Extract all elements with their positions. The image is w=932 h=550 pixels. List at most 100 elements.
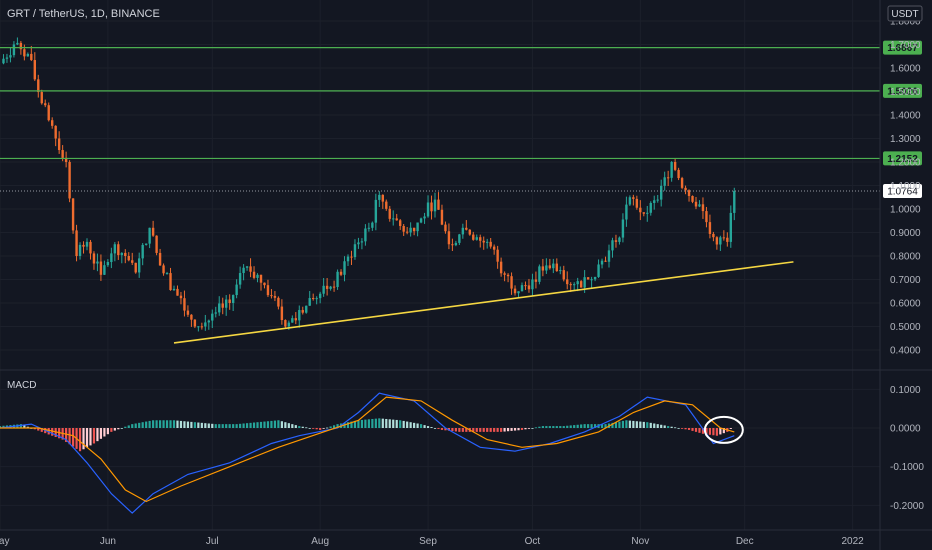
candle-body — [117, 244, 120, 256]
macd-histogram-bar — [214, 424, 217, 428]
candle-body — [357, 242, 360, 245]
macd-histogram-bar — [562, 426, 565, 428]
macd-histogram-bar — [559, 426, 562, 428]
candle-body — [698, 204, 701, 207]
y-tick-label: 0.7000 — [890, 275, 921, 286]
macd-histogram-bar — [520, 428, 524, 430]
candle-body — [496, 249, 499, 262]
macd-histogram-bar — [642, 421, 645, 428]
macd-histogram-bar — [531, 428, 534, 429]
y-tick-label: 1.7000 — [890, 40, 921, 51]
candle-body — [9, 55, 12, 58]
candle-body — [235, 284, 238, 296]
candle-body — [179, 295, 183, 299]
candle-body — [364, 228, 367, 242]
macd-histogram-bar — [656, 424, 659, 428]
macd-histogram-bar — [482, 428, 485, 432]
candle-body — [451, 244, 454, 246]
annotation-circle — [703, 415, 744, 444]
candle-body — [336, 271, 339, 288]
macd-histogram-bar — [566, 425, 569, 428]
macd-histogram-bar — [580, 424, 583, 428]
candle-body — [151, 227, 155, 236]
candle-body — [245, 266, 249, 268]
macd-histogram-bar — [96, 428, 99, 442]
macd-histogram-bar — [319, 428, 322, 430]
macd-histogram-bar — [148, 420, 151, 428]
macd-histogram-bar — [395, 419, 398, 428]
macd-histogram-bar — [51, 428, 54, 436]
candle-body — [325, 285, 329, 289]
candle-body — [691, 195, 694, 202]
currency-badge[interactable] — [887, 5, 923, 22]
candle-body — [183, 298, 186, 311]
macd-histogram-bar — [541, 426, 544, 428]
candle-body — [614, 240, 618, 242]
candle-body — [374, 199, 378, 223]
candle-body — [482, 240, 485, 243]
candle-body — [416, 222, 419, 232]
candle-body — [30, 53, 33, 61]
macd-histogram-bar — [54, 428, 57, 438]
candle-body — [44, 103, 47, 106]
macd-histogram-bar — [190, 421, 193, 428]
candle-body — [635, 198, 639, 208]
candle-body — [158, 252, 162, 266]
candle-body — [291, 318, 294, 323]
macd-histogram-bar — [576, 424, 579, 428]
macd-histogram-bar — [660, 424, 663, 428]
macd-histogram-bar — [590, 424, 593, 428]
candle-body — [405, 231, 409, 233]
candle-body — [12, 44, 16, 56]
candle-body — [322, 285, 325, 294]
macd-histogram-bar — [632, 420, 635, 428]
candle-body — [677, 169, 680, 179]
candle-body — [85, 241, 89, 247]
candle-body — [673, 162, 677, 170]
candle-body — [231, 295, 235, 303]
macd-histogram-bar — [399, 420, 402, 428]
macd-histogram-bar — [573, 425, 576, 428]
macd-histogram-bar — [99, 428, 103, 439]
macd-histogram-bar — [680, 428, 684, 429]
macd-histogram-bar — [517, 428, 520, 431]
price-grid — [0, 0, 880, 370]
macd-histogram-bar — [701, 428, 705, 434]
axis-labels: May Jun Jul Aug Sep Oct Nov Dec 2022 1.8000 1.7000… — [0, 17, 924, 548]
macd-histogram-bar — [165, 420, 169, 428]
candle-body — [155, 235, 158, 253]
candle-body — [221, 303, 224, 308]
candle-body — [517, 291, 520, 294]
macd-histogram-bar — [336, 424, 339, 428]
macd-label: MACD — [7, 380, 36, 391]
candle-body — [388, 208, 391, 219]
x-tick-label: Sep — [419, 536, 437, 547]
macd-histogram-bar — [124, 426, 127, 428]
candle-body — [559, 270, 562, 272]
ascending-trendline — [173, 261, 794, 344]
macd-histogram-bar — [653, 423, 656, 428]
candle-body — [499, 261, 503, 274]
candle-body — [305, 305, 308, 313]
macd-histogram-bar — [113, 428, 116, 431]
macd-histogram-bar — [0, 426, 2, 428]
macd-histogram-bar — [475, 428, 478, 432]
macd-histogram-bar — [385, 418, 388, 428]
candle-body — [726, 237, 729, 242]
candle-body — [430, 202, 433, 212]
candle-body — [708, 222, 712, 234]
candle-body — [16, 42, 19, 45]
candle-body — [656, 199, 659, 201]
macd-histogram-bar — [677, 428, 680, 429]
macd-histogram-bar — [479, 428, 482, 432]
macd-histogram-bar — [197, 422, 200, 428]
macd-histogram-bar — [294, 425, 297, 428]
candle-body — [371, 222, 374, 228]
candle-body — [259, 274, 263, 283]
candle-body — [527, 285, 531, 290]
y-tick-label: 1.5000 — [890, 87, 921, 98]
candle-body — [569, 284, 572, 286]
macd-y-tick-label: -0.1000 — [890, 462, 924, 473]
